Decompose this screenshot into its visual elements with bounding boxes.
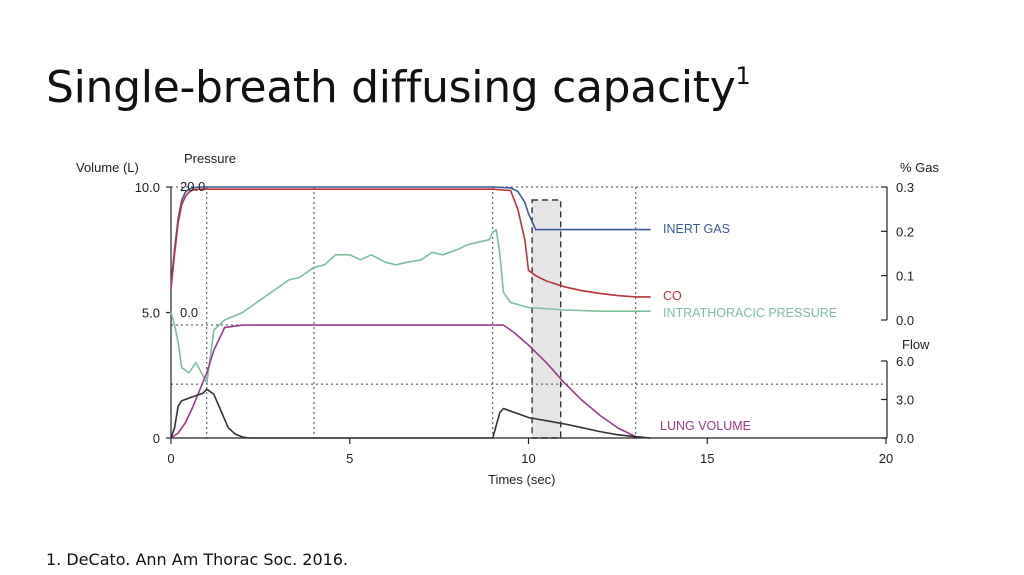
x-tick-label-3: 15: [700, 451, 714, 466]
flow-tick-label-0: 6.0: [896, 354, 914, 369]
volume-tick-label-0: 10.0: [135, 180, 160, 195]
series-line-flow: [170, 388, 651, 439]
series-label-inert-gas: INERT GAS: [663, 222, 730, 236]
gas-tick-label-0: 0.3: [896, 180, 914, 195]
x-tick-label-2: 10: [521, 451, 535, 466]
flow-tick-label-1: 3.0: [896, 393, 914, 408]
sample-window: [531, 199, 562, 439]
volume-tick-label-1: 5.0: [142, 306, 160, 321]
x-tick-label-0: 0: [167, 451, 174, 466]
series-label-co: CO: [663, 289, 682, 303]
series-label-intrathoracic-pressure: INTRATHORACIC PRESSURE: [663, 306, 837, 320]
plot-marks: [170, 186, 651, 439]
gas-tick-label-1: 0.2: [896, 224, 914, 239]
x-tick-label-4: 20: [879, 451, 893, 466]
volume-axis-title: Volume (L): [76, 160, 139, 175]
series-line-co: [170, 188, 651, 298]
slide-title-text: Single-breath diffusing capacity: [46, 62, 736, 113]
plot-text: INERT GAS CO INTRATHORACIC PRESSURE LUNG VO…: [76, 151, 940, 487]
x-tick-label-1: 5: [346, 451, 353, 466]
gas-axis-title: % Gas: [900, 160, 940, 175]
x-axis-title: Times (sec): [488, 472, 555, 487]
series-line-inert-gas: [170, 186, 651, 286]
series-line-intrathoracic-pressure: [170, 228, 651, 384]
gas-tick-label-2: 0.1: [896, 269, 914, 284]
gas-tick-label-3: 0.0: [896, 313, 914, 328]
pressure-tick-label-0: 20.0: [180, 179, 205, 194]
flow-tick-label-2: 0.0: [896, 431, 914, 446]
series-label-lung-volume: LUNG VOLUME: [660, 419, 751, 433]
slide-title: Single-breath diffusing capacity1: [46, 62, 751, 113]
series-line-lung-volume: [170, 324, 651, 439]
pressure-axis-title: Pressure: [184, 151, 236, 166]
footnote-citation: 1. DeCato. Ann Am Thorac Soc. 2016.: [46, 550, 349, 569]
pressure-tick-label-1: 0.0: [180, 305, 198, 320]
flow-axis-title: Flow: [902, 337, 930, 352]
title-superscript: 1: [735, 62, 751, 91]
volume-tick-label-2: 0: [153, 431, 160, 446]
